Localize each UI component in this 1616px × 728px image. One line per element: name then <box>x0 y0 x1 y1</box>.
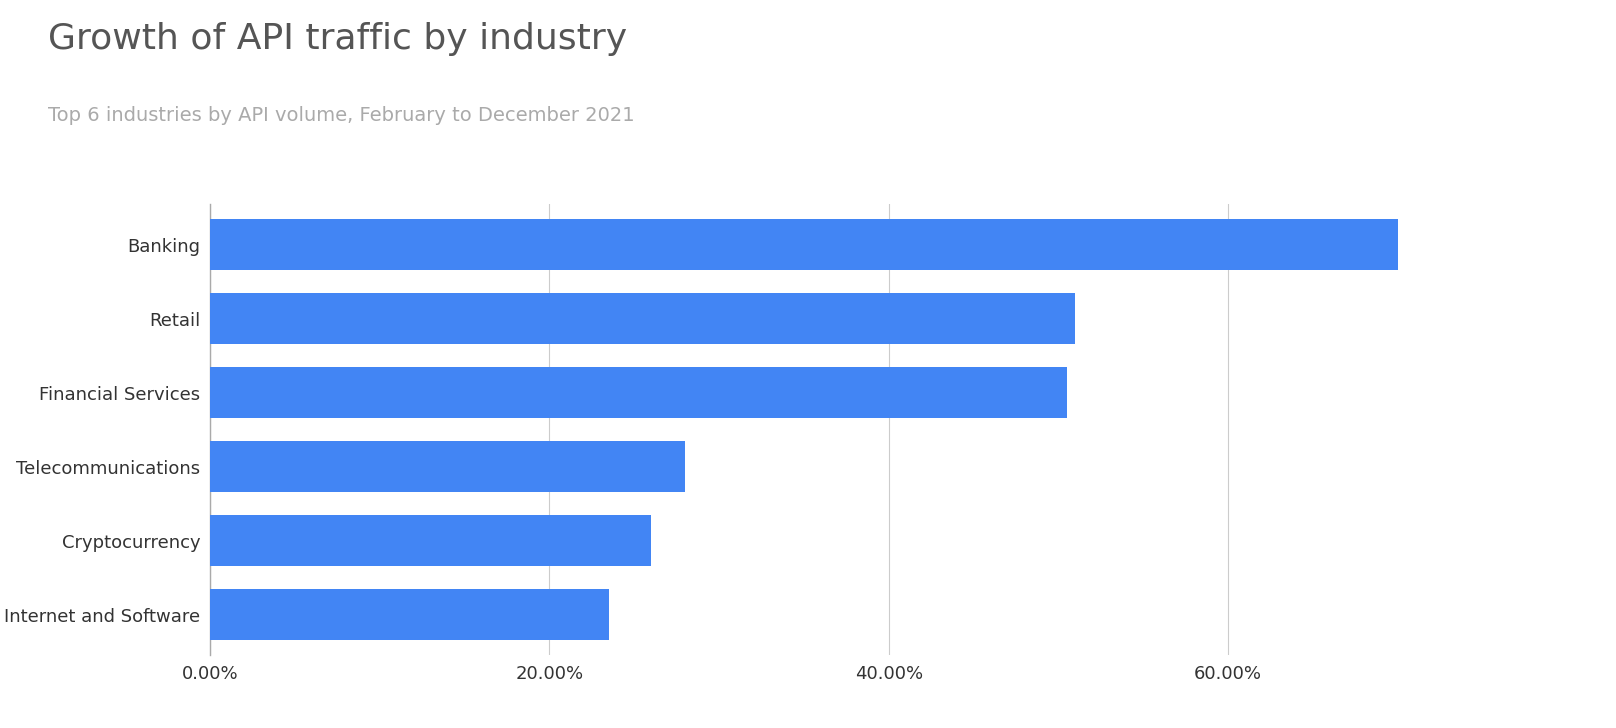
Bar <box>210 590 609 640</box>
Text: Top 6 industries by API volume, February to December 2021: Top 6 industries by API volume, February… <box>48 106 635 124</box>
Bar <box>210 219 1398 269</box>
Bar <box>210 515 651 566</box>
Text: Growth of API traffic by industry: Growth of API traffic by industry <box>48 22 627 56</box>
Bar <box>210 368 1067 418</box>
Bar <box>210 293 1076 344</box>
Bar <box>210 441 685 491</box>
